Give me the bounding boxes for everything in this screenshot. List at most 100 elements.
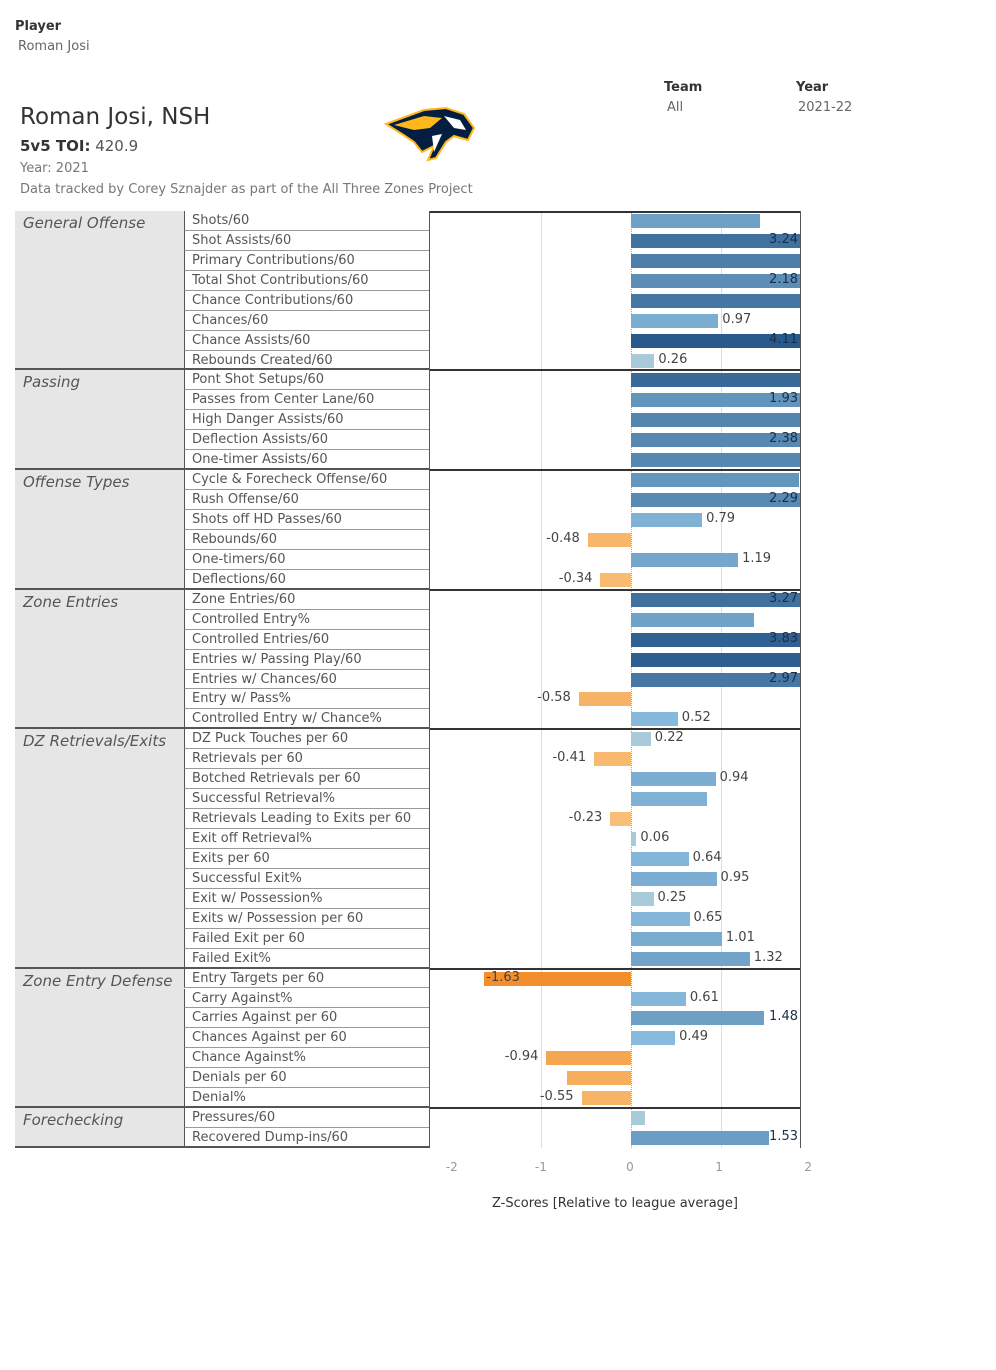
- metric-label: Denial%: [184, 1088, 429, 1109]
- metric-label: Primary Contributions/60: [184, 250, 429, 271]
- team-filter-value[interactable]: All: [667, 100, 684, 115]
- toi-line: 5v5 TOI: 420.9: [20, 137, 138, 155]
- bar[interactable]: [631, 871, 717, 886]
- bar[interactable]: [631, 1131, 769, 1146]
- bar[interactable]: [567, 1071, 631, 1086]
- bar[interactable]: [631, 413, 800, 428]
- bar[interactable]: [631, 951, 750, 966]
- bar-value-label: 1.53: [769, 1129, 798, 1145]
- bar[interactable]: [631, 293, 800, 308]
- metric-label: Controlled Entry w/ Chance%: [184, 709, 429, 730]
- bar[interactable]: [631, 792, 707, 807]
- bar-value-label: 0.95: [720, 869, 750, 885]
- bar[interactable]: [631, 273, 800, 288]
- z-score-bar-chart: 3.24 2.18 0.97 4.11 0.26 1.93 2.38 2.29 0.79 -0.4…: [429, 211, 801, 1148]
- bar[interactable]: [631, 612, 755, 627]
- x-tick-label: 0: [626, 1160, 634, 1174]
- bar[interactable]: [631, 931, 722, 946]
- bar-value-label: 3.83: [769, 630, 798, 646]
- bar[interactable]: [631, 552, 739, 567]
- bar[interactable]: [631, 1111, 645, 1126]
- player-filter-value[interactable]: Roman Josi: [18, 39, 90, 54]
- metric-label: Failed Exit%: [184, 948, 429, 969]
- bar-value-label: 4.11: [769, 331, 798, 347]
- bar[interactable]: [546, 1051, 631, 1066]
- metric-label: Exits w/ Possession per 60: [184, 908, 429, 929]
- group-separator: [430, 728, 800, 731]
- toi-label: 5v5 TOI:: [20, 137, 91, 155]
- year-text: Year: 2021: [20, 161, 89, 176]
- bar[interactable]: [631, 632, 800, 647]
- bar[interactable]: [631, 233, 800, 248]
- bar[interactable]: [631, 1011, 765, 1026]
- metric-label: Deflection Assists/60: [184, 430, 429, 451]
- bar[interactable]: [631, 891, 654, 906]
- bar-value-label: 1.48: [769, 1009, 798, 1025]
- bar[interactable]: [631, 453, 800, 468]
- bar[interactable]: [631, 473, 800, 488]
- bar[interactable]: [631, 353, 655, 368]
- metric-label: Entries w/ Passing Play/60: [184, 649, 429, 670]
- bar-value-label: 0.64: [692, 849, 722, 865]
- team-logo-icon: [384, 106, 476, 162]
- bar[interactable]: [631, 393, 800, 408]
- group-separator: [430, 469, 800, 472]
- bar[interactable]: [631, 732, 651, 747]
- category-label: Zone Entry Defense: [15, 968, 184, 1109]
- category-label: DZ Retrievals/Exits: [15, 729, 184, 969]
- group-separator: [430, 588, 800, 591]
- bar[interactable]: [631, 253, 800, 268]
- metric-label: Rebounds Created/60: [184, 350, 429, 371]
- year-filter-label: Year: [796, 80, 829, 95]
- team-filter-label: Team: [664, 80, 703, 95]
- metric-label: Shots/60: [184, 211, 429, 231]
- bar[interactable]: [631, 513, 703, 528]
- group-separator: [430, 967, 800, 970]
- bar[interactable]: [631, 373, 800, 388]
- bar-value-label: 0.97: [722, 311, 752, 327]
- bar-value-label: -0.48: [546, 530, 580, 546]
- metric-label: Shots off HD Passes/60: [184, 510, 429, 530]
- bar[interactable]: [631, 1031, 676, 1046]
- bar[interactable]: [631, 851, 689, 866]
- bar[interactable]: [578, 692, 631, 707]
- bar[interactable]: [631, 832, 637, 847]
- bar[interactable]: [581, 1091, 631, 1106]
- year-filter-value[interactable]: 2021-22: [798, 100, 853, 115]
- category-label: General Offense: [15, 211, 184, 371]
- bar[interactable]: [600, 572, 631, 587]
- bar[interactable]: [631, 911, 690, 926]
- metric-label: Total Shot Contributions/60: [184, 270, 429, 291]
- bar[interactable]: [594, 752, 631, 767]
- metric-label: Successful Exit%: [184, 868, 429, 889]
- bar[interactable]: [631, 214, 760, 228]
- bar[interactable]: [631, 493, 800, 508]
- bar-value-label: 0.52: [681, 710, 711, 726]
- metric-label: Pont Shot Setups/60: [184, 370, 429, 391]
- bar[interactable]: [610, 812, 631, 827]
- metric-label: Carry Against%: [184, 988, 429, 1009]
- bar[interactable]: [631, 313, 719, 328]
- x-tick-label: -1: [534, 1160, 547, 1174]
- bar[interactable]: [631, 652, 800, 667]
- bar[interactable]: [631, 672, 800, 687]
- bar[interactable]: [631, 433, 800, 448]
- metric-label: Retrievals Leading to Exits per 60: [184, 809, 429, 829]
- bar-value-label: -0.34: [558, 570, 593, 586]
- metric-label: Chance Assists/60: [184, 330, 429, 351]
- bar[interactable]: [631, 991, 686, 1006]
- bar[interactable]: [631, 712, 678, 727]
- category-label: Offense Types: [15, 470, 184, 590]
- bar-value-label: 0.49: [679, 1029, 709, 1045]
- bar[interactable]: [484, 971, 631, 986]
- bar[interactable]: [587, 532, 631, 547]
- bar[interactable]: [631, 333, 800, 348]
- bar[interactable]: [631, 592, 800, 607]
- metric-label: Controlled Entry%: [184, 609, 429, 630]
- bar-value-label: -0.41: [552, 750, 587, 766]
- metric-label: One-timers/60: [184, 549, 429, 570]
- chart-top-border: [430, 211, 800, 213]
- metric-label: Pressures/60: [184, 1108, 429, 1129]
- bar[interactable]: [631, 772, 716, 787]
